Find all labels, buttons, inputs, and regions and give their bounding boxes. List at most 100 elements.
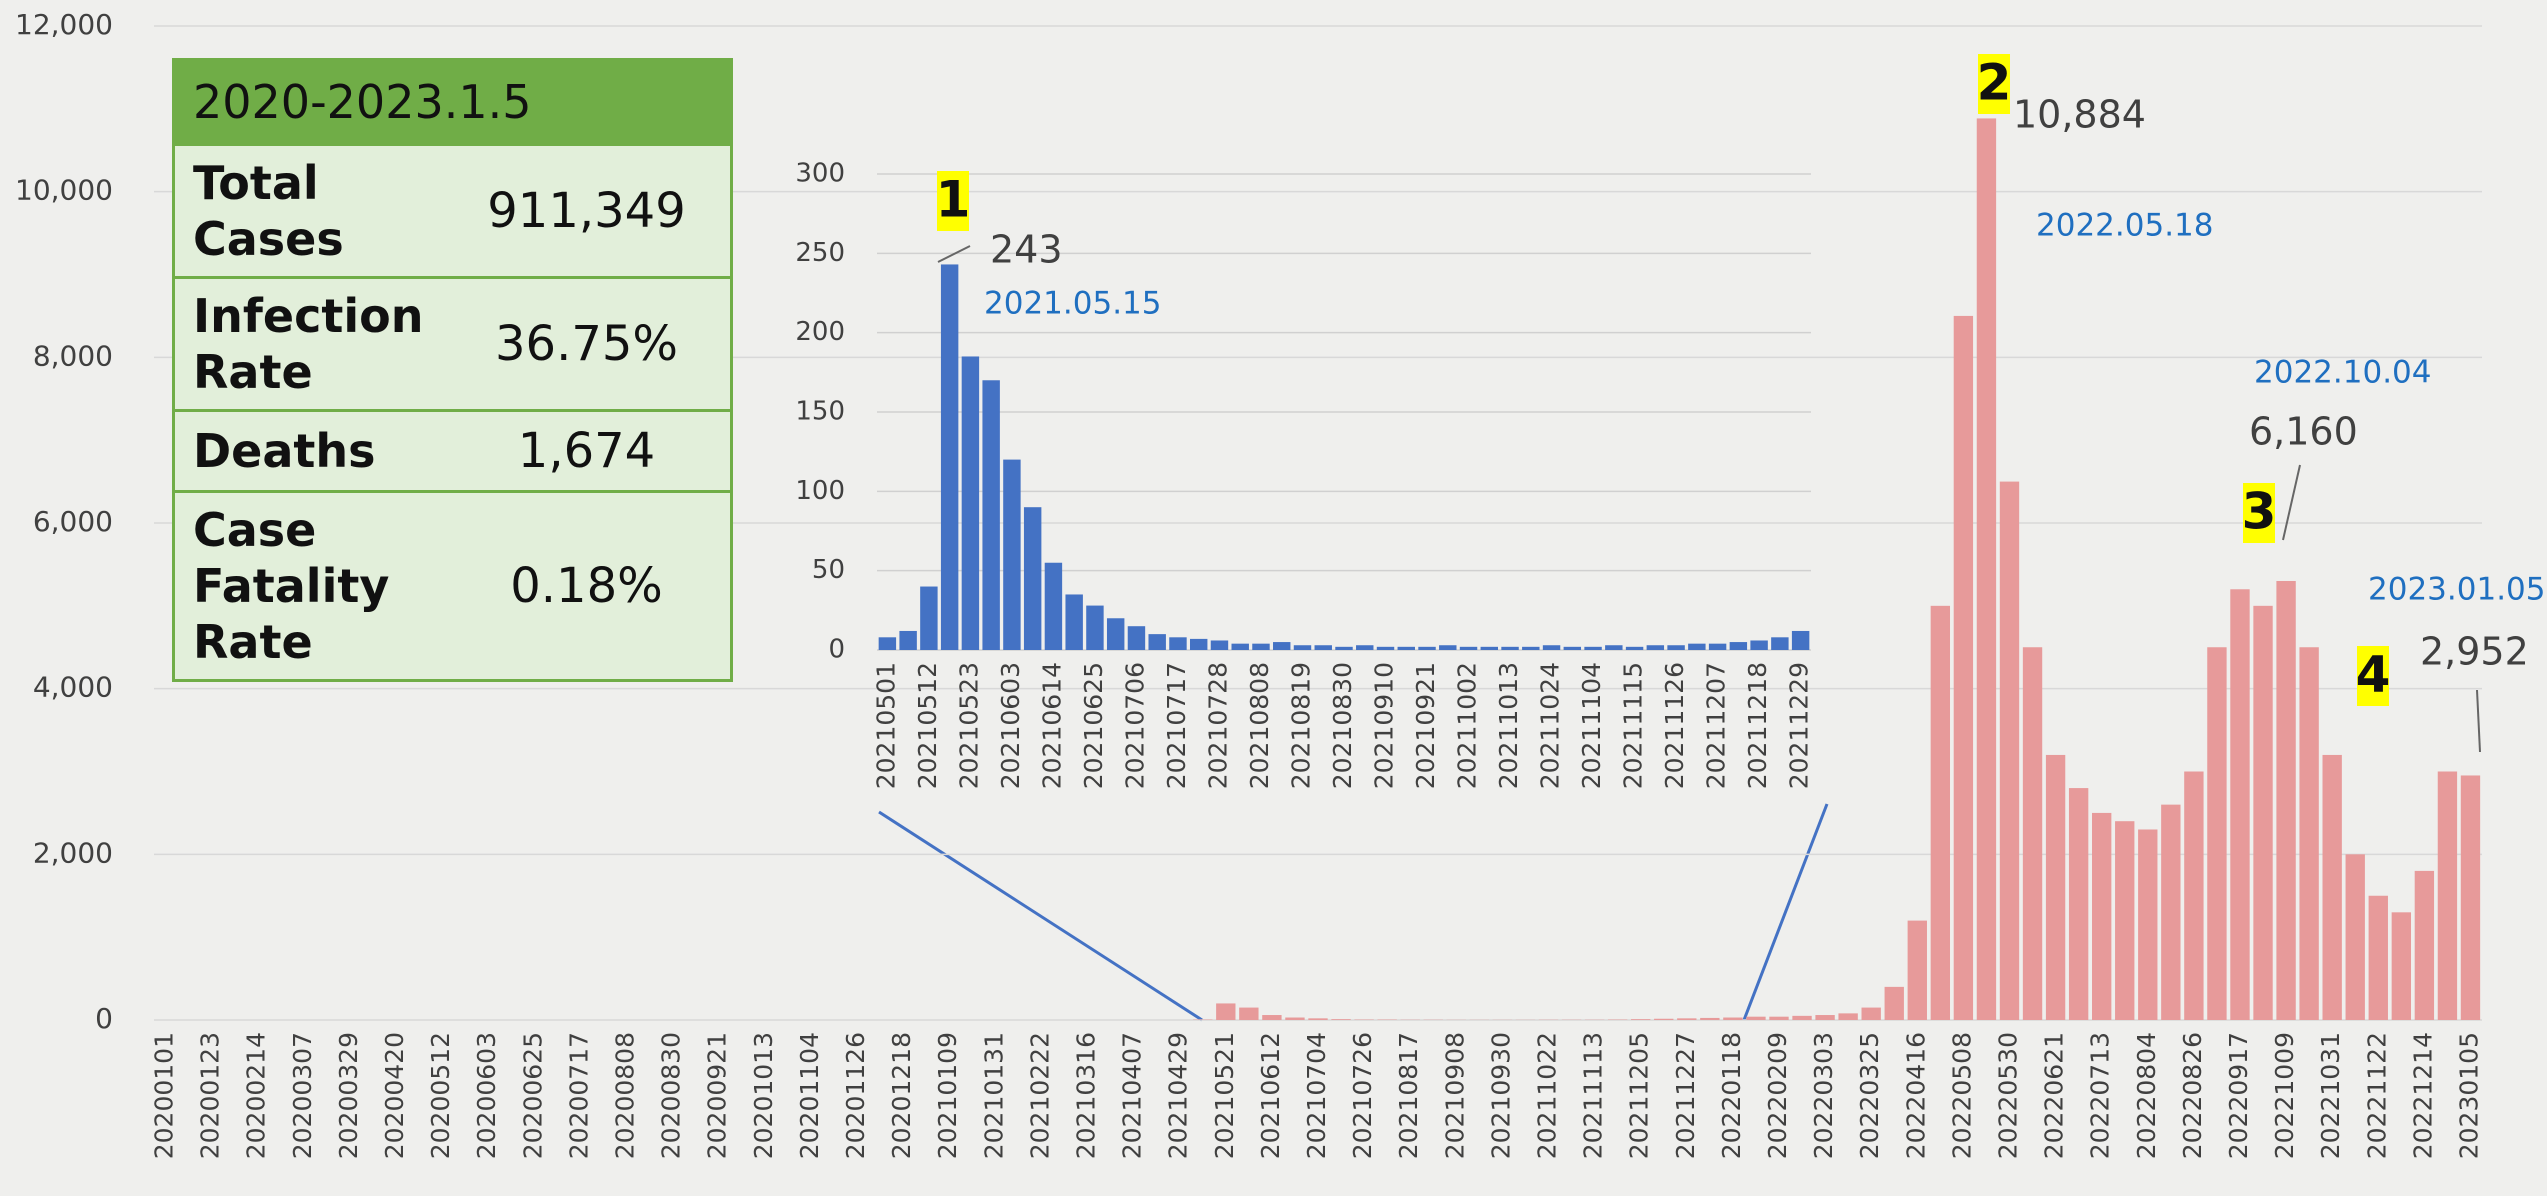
x-tick-label: 20210921 [1411,662,1440,789]
x-tick-label: 20220118 [1717,1032,1746,1159]
row-label: Case Fatality Rate [193,503,390,669]
bar [1953,315,1974,1021]
bar [1106,618,1125,650]
date-label: 2022.10.04 [2254,355,2432,391]
zoom-line [1742,803,1829,1021]
bar [1605,645,1623,650]
leader-line [2282,464,2301,541]
x-tick-label: 20211229 [1785,662,1814,789]
bar [2138,829,2158,1020]
x-tick-label: 20220530 [1993,1032,2022,1159]
row-value: 0.18% [510,558,663,614]
bar [1273,642,1291,650]
y-tick-label: 0 [95,1002,113,1035]
bar [1210,640,1229,650]
bar [2460,775,2481,1020]
marker-highlight [1978,54,2010,114]
bar [1769,1016,1789,1020]
bar [1625,646,1644,650]
bar [1542,645,1561,650]
x-tick-label: 20221214 [2408,1032,2437,1159]
y-tick-label: 10,000 [15,174,113,207]
x-tick-label: 20210501 [871,662,900,789]
x-tick-label: 20200603 [472,1032,501,1159]
x-tick-label: 20211218 [1743,662,1772,789]
bar [2092,812,2112,1020]
x-tick-label: 20211115 [1619,662,1648,789]
row-value: 36.75% [494,316,679,372]
bar [1335,646,1353,650]
bar [1003,459,1021,650]
bar [1285,1017,1305,1020]
bar [1646,645,1665,650]
bar [1065,594,1083,650]
bar [1356,645,1374,650]
x-tick-label: 20210512 [913,662,942,789]
row-value: 911,349 [487,183,686,239]
bar [1418,646,1436,650]
bar [1999,481,2020,1020]
row-label: Total Cases [193,156,344,266]
y-tick-label: 200 [795,317,845,347]
bar [1815,1015,1835,1020]
x-tick-label: 20200420 [380,1032,409,1159]
x-tick-label: 20210830 [1328,662,1357,789]
marker: 1 [936,171,971,229]
x-tick-label: 20210109 [933,1032,962,1159]
x-tick-label: 20210614 [1037,662,1066,789]
y-tick-label: 2,000 [33,836,113,869]
bar [1930,605,1951,1020]
x-tick-label: 20200808 [611,1032,640,1159]
bar [1861,1007,1881,1020]
y-tick-label: 4,000 [33,671,113,704]
bar [1700,1017,1720,1020]
date-label: 2023.01.05 [2368,572,2546,608]
bar [1750,640,1768,650]
y-tick-label: 6,000 [33,505,113,538]
x-tick-label: 20200214 [242,1032,271,1159]
bar [1708,643,1727,650]
x-tick-label: 20211205 [1625,1032,1654,1159]
bar [1501,646,1519,650]
x-tick-label: 20210429 [1164,1032,1193,1159]
bar [2115,821,2135,1020]
x-tick-label: 20200830 [657,1032,686,1159]
x-tick-label: 20210930 [1486,1032,1515,1159]
bar [2161,804,2181,1020]
bar [982,380,1000,650]
x-tick-label: 20220416 [1901,1032,1930,1159]
x-tick-label: 20210316 [1072,1032,1101,1159]
bar [1522,646,1540,650]
bar [1459,646,1478,650]
table-row: Case Fatality Rate 0.18% [175,490,730,679]
table-header: 2020-2023.1.5 [175,61,730,143]
bar [1771,637,1789,650]
date-label: 2021.05.15 [984,286,1162,322]
table-row: Infection Rate 36.75% [175,276,730,409]
bar [2207,647,2227,1020]
x-tick-label: 20210704 [1302,1032,1331,1159]
bar [1308,1018,1328,1020]
marker: 2 [1977,54,2012,112]
x-tick-label: 20220804 [2132,1032,2161,1159]
marker: 3 [2242,483,2277,541]
bar [1239,1007,1259,1020]
bar [1746,1016,1766,1020]
summary-table: 2020-2023.1.5 Total Cases 911,349 Infecti… [172,58,733,682]
bar [1086,605,1104,650]
bar [1216,1003,1236,1020]
bar [961,356,980,650]
x-tick-label: 20210819 [1286,662,1315,789]
y-tick-label: 250 [795,238,845,268]
x-tick-label: 20210726 [1348,1032,1377,1159]
x-tick-label: 20210521 [1210,1032,1239,1159]
bar [1231,643,1249,650]
bar [1148,634,1166,650]
x-tick-label: 20201218 [887,1032,916,1159]
bar [2022,647,2043,1020]
x-tick-label: 20200123 [196,1032,225,1159]
bar [1976,118,1997,1020]
x-tick-label: 20220621 [2040,1032,2069,1159]
